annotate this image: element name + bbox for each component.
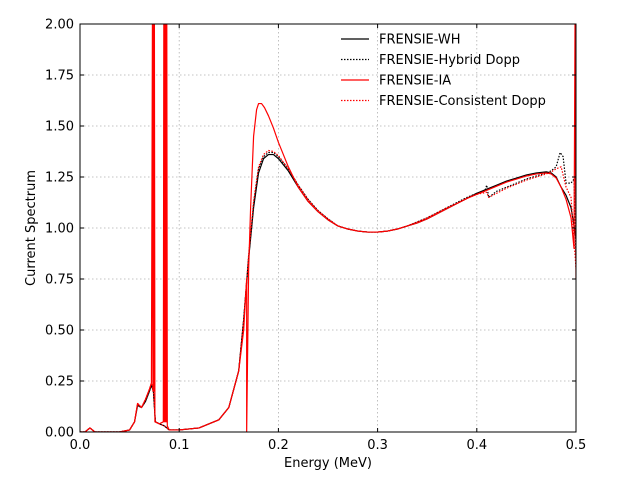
series-line-frensie-ia <box>80 24 576 432</box>
x-axis-title: Energy (MeV) <box>284 456 372 471</box>
series-layer <box>80 24 576 432</box>
y-tick-label: 0.75 <box>45 273 74 288</box>
x-tick-label: 0.3 <box>367 438 388 453</box>
legend-label: FRENSIE-IA <box>379 74 451 89</box>
legend-label: FRENSIE-WH <box>379 33 461 48</box>
x-tick-label: 0.5 <box>566 438 587 453</box>
y-axis-title: Current Spectrum <box>24 170 39 286</box>
x-tick-label: 0.1 <box>169 438 190 453</box>
legend: FRENSIE-WH FRENSIE-Hybrid Dopp FRENSIE-IA F… <box>341 33 546 109</box>
y-tick-label: 0.50 <box>45 324 74 339</box>
x-tick-label: 0.2 <box>268 438 289 453</box>
legend-label: FRENSIE-Consistent Dopp <box>379 94 546 109</box>
tick-layer: 0.0 0.1 0.2 0.3 0.4 0.5 0.00 0.25 0.50 0.75 1.00 1.… <box>45 18 586 454</box>
y-tick-label: 1.25 <box>45 171 74 186</box>
y-tick-label: 0.00 <box>45 426 74 441</box>
legend-label: FRENSIE-Hybrid Dopp <box>379 53 520 68</box>
series-line-frensie-hybrid-dopp <box>80 151 576 432</box>
y-tick-label: 1.75 <box>45 69 74 84</box>
y-tick-label: 2.00 <box>45 18 74 33</box>
series-line-frensie-consistent-dopp <box>80 149 576 432</box>
x-tick-label: 0.0 <box>70 438 91 453</box>
y-tick-label: 1.50 <box>45 120 74 135</box>
y-tick-label: 1.00 <box>45 222 74 237</box>
x-tick-label: 0.4 <box>466 438 487 453</box>
y-tick-label: 0.25 <box>45 375 74 390</box>
